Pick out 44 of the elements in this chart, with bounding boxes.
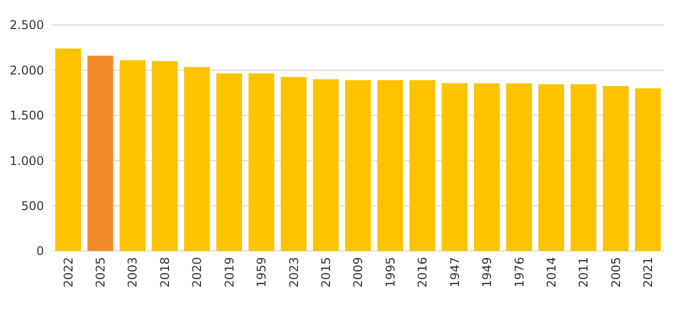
- x-tick-label: 2011: [576, 257, 591, 288]
- bar: [152, 61, 178, 251]
- x-tick-label: 1949: [480, 257, 494, 288]
- x-tick-label: 2019: [222, 257, 236, 288]
- bar: [635, 88, 661, 251]
- x-tick-label: 2020: [190, 257, 204, 288]
- bar: [248, 73, 274, 251]
- x-tick-label: 2016: [416, 257, 430, 288]
- x-tick-label: 1995: [383, 257, 398, 288]
- x-tick-label: 2021: [641, 257, 656, 288]
- bar: [442, 83, 468, 251]
- x-tick-label: 2005: [608, 257, 623, 288]
- bar: [410, 80, 436, 251]
- bar: [345, 80, 371, 251]
- y-tick-label: 1.000: [10, 154, 44, 168]
- bar: [506, 83, 532, 251]
- bar: [216, 73, 242, 251]
- x-tick-label: 2009: [351, 257, 366, 288]
- x-tick-label: 1976: [512, 257, 526, 288]
- y-tick-label: 2.000: [10, 63, 44, 78]
- y-tick-label: 1.500: [10, 108, 44, 123]
- x-tick-label: 2018: [158, 257, 172, 288]
- x-tick-label: 2014: [544, 257, 558, 288]
- x-tick-label: 2022: [61, 257, 76, 288]
- x-tick-label: 2015: [318, 257, 333, 288]
- y-tick-label: 2.500: [10, 18, 44, 32]
- bar: [280, 76, 306, 251]
- bar: [474, 83, 500, 251]
- x-tick-label: 2003: [126, 257, 140, 288]
- y-tick-label: 0: [36, 244, 44, 258]
- x-tick-label: 2025: [94, 257, 108, 288]
- y-tick-label: 500: [21, 199, 44, 213]
- x-tick-label: 1959: [254, 257, 269, 288]
- bar: [55, 48, 81, 251]
- bar: [377, 80, 404, 251]
- bar: [602, 86, 629, 251]
- x-tick-label: 1947: [448, 257, 462, 288]
- bar: [570, 84, 596, 251]
- bar: [87, 56, 114, 251]
- bar: [312, 79, 339, 251]
- bar: [120, 60, 146, 251]
- x-tick-label: 2023: [286, 257, 301, 288]
- bar: [538, 84, 564, 251]
- bar: [184, 67, 210, 251]
